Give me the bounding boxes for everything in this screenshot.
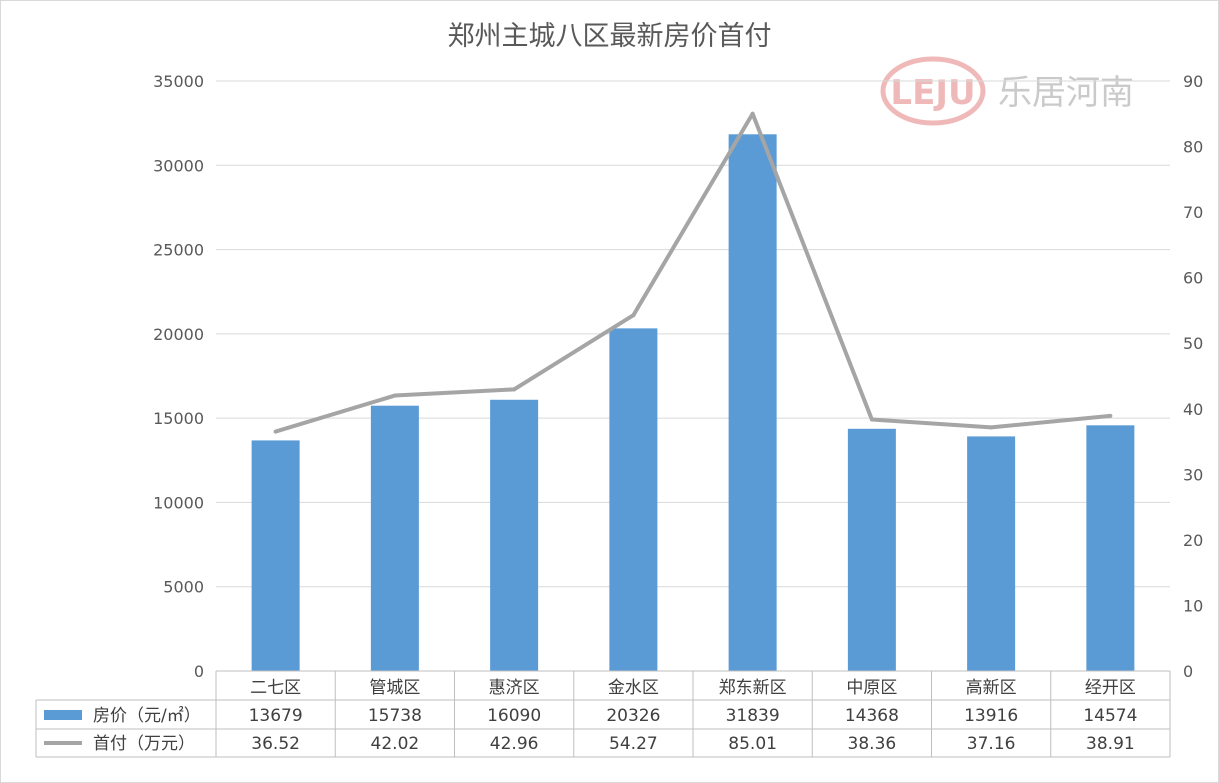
line-point [631,313,636,318]
table-cell: 38.36 [848,734,897,754]
left-axis-tick-label: 10000 [153,493,204,512]
left-axis-tick-label: 15000 [153,409,204,428]
bar [609,328,658,671]
table-cell: 13679 [249,706,303,726]
line-point [512,387,517,392]
right-axis-ticks: 0 10 20 30 40 50 60 70 80 90 [1183,72,1203,681]
line-point [869,417,874,422]
right-axis-tick-label: 70 [1183,203,1203,222]
bar [728,134,777,672]
table-cell: 42.96 [490,734,539,754]
legend-label-line: 首付（万元） [93,734,195,754]
table-cell: 42.02 [371,734,420,754]
bar [847,428,896,671]
bar [490,399,539,671]
table-cell: 13916 [964,706,1018,726]
left-axis-tick-label: 20000 [153,325,204,344]
bar-series [251,134,1135,672]
left-axis-tick-label: 25000 [153,241,204,260]
right-axis-tick-label: 40 [1183,400,1203,419]
right-axis-tick-label: 20 [1183,531,1203,550]
watermark-text: 乐居河南 [998,73,1134,113]
chart-title: 郑州主城八区最新房价首付 [447,21,772,52]
table-cell: 15738 [368,706,422,726]
category-label: 经开区 [1085,678,1136,698]
left-axis-ticks: 0 5000 10000 15000 20000 25000 30000 35000 [153,72,204,681]
right-axis-tick-label: 80 [1183,138,1203,157]
right-axis-tick-label: 90 [1183,72,1203,91]
category-label: 高新区 [966,678,1017,698]
line-point [392,393,397,398]
bar [967,436,1016,671]
bar [1086,425,1135,671]
table-cell: 85.01 [728,734,777,754]
bar [251,440,300,671]
right-axis-tick-label: 60 [1183,269,1203,288]
category-label: 二七区 [250,678,301,698]
right-axis-tick-label: 30 [1183,465,1203,484]
left-axis-tick-label: 35000 [153,72,204,91]
right-axis-tick-label: 0 [1183,662,1193,681]
left-axis-tick-label: 0 [194,662,204,681]
table-cell: 54.27 [609,734,658,754]
table-cell: 16090 [487,706,541,726]
line-series [273,111,1113,434]
table-cell: 14574 [1083,706,1137,726]
bar [370,405,419,671]
category-label: 管城区 [369,678,420,698]
line-point [273,429,278,434]
right-axis-tick-label: 50 [1183,334,1203,353]
line-path [275,111,1111,434]
table-cell: 38.91 [1086,734,1135,754]
table-cell: 20326 [606,706,660,726]
table-cell: 37.16 [967,734,1016,754]
gridlines [216,80,1170,672]
category-label: 金水区 [608,678,659,698]
table-cell: 31839 [726,706,780,726]
legend-key-bar [44,710,82,720]
line-point [750,111,755,116]
category-label: 中原区 [846,678,897,698]
table-cell: 36.52 [251,734,300,754]
line-point [1108,413,1113,418]
category-label: 惠济区 [489,678,540,698]
watermark: LEJU 乐居河南 [880,56,1134,126]
data-table-grid [35,670,1171,758]
line-point [989,425,994,430]
watermark-logo: LEJU [890,73,975,113]
table-cell: 14368 [845,706,899,726]
right-axis-tick-label: 10 [1183,596,1203,615]
category-label: 郑东新区 [719,678,787,698]
legend-label-bar: 房价（元/㎡） [93,706,201,726]
left-axis-tick-label: 30000 [153,156,204,175]
left-axis-tick-label: 5000 [163,578,204,597]
